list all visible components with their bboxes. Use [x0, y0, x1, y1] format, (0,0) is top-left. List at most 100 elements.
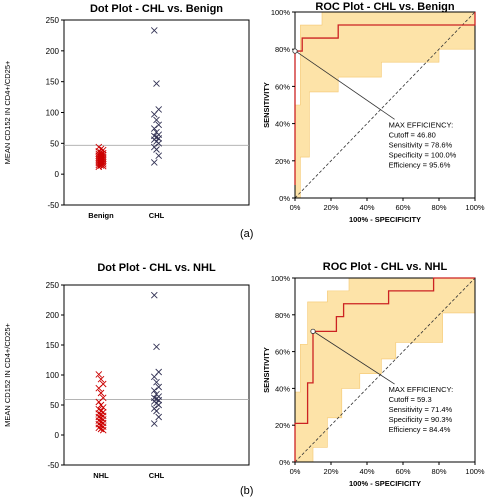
- roc-3-ytick-label: 80%: [275, 311, 290, 320]
- dotplot-0-point-chl: [153, 146, 160, 153]
- dotplot-0-ytick-label: 200: [46, 47, 60, 56]
- dotplot-2-point-nhl: [95, 371, 103, 378]
- roc-3-annotation-pointer: [314, 332, 395, 385]
- dotplot-2-category-label: NHL: [93, 471, 109, 480]
- roc-3-xtick-label: 60%: [395, 467, 410, 476]
- dotplot-2-point-nhl: [99, 404, 107, 411]
- dotplot-0-category-label: CHL: [149, 211, 165, 220]
- roc-3-ytick-label: 60%: [275, 348, 290, 357]
- dotplot-2-point-nhl: [95, 398, 103, 406]
- dotplot-2-ytick-label: 0: [55, 431, 60, 440]
- dotplot-2-point-chl: [155, 401, 163, 409]
- dotplot-0-point-chl: [155, 140, 163, 147]
- roc-3-annotation-line: Sensitivity = 71.4%: [389, 405, 453, 414]
- dotplot-2-ytick-label: 50: [50, 401, 59, 410]
- roc-3-xtick-label: 100%: [465, 467, 485, 476]
- roc-1-ytick-label: 80%: [275, 45, 290, 54]
- dotplot-2-point-chl: [150, 291, 158, 299]
- roc-1-xtick-label: 80%: [431, 203, 446, 212]
- roc-3-ytick-label: 100%: [271, 274, 291, 283]
- roc-3-ytick-label: 40%: [275, 384, 290, 393]
- dotplot-0-ytick-label: -50: [47, 201, 59, 210]
- dotplot-0-ylabel: MEAN CD152 IN CD4+/CD25+: [3, 60, 12, 164]
- dotplot-2-point-chl: [153, 378, 160, 386]
- dotplot-0-point-chl: [153, 80, 160, 87]
- dotplot-0-point-chl: [155, 121, 163, 129]
- roc-1-xtick-label: 0%: [290, 203, 301, 212]
- roc-3-xtick-label: 20%: [323, 467, 338, 476]
- roc-1-xtick-label: 40%: [359, 203, 374, 212]
- roc-3-max-efficiency-point: [310, 328, 316, 334]
- dotplot-0-ytick-label: 100: [46, 109, 60, 118]
- dotplot-2-point-chl: [155, 396, 163, 404]
- roc-3-ytick-label: 0%: [279, 458, 290, 467]
- roc-1-confidence-band: [294, 11, 476, 199]
- roc-3-ytick-label: 20%: [275, 421, 290, 430]
- dotplot-2-point-nhl: [99, 426, 107, 434]
- dotplot-2-ytick-label: 250: [46, 281, 60, 290]
- roc-1-ytick-label: 0%: [279, 194, 290, 203]
- dotplot-0-point-chl: [155, 152, 163, 159]
- dotplot-0-point-chl: [155, 135, 163, 142]
- roc-1-annotation-line: Specificity = 100.0%: [389, 150, 457, 159]
- roc-1-ytick-label: 20%: [275, 157, 290, 166]
- dotplot-2-point-chl: [150, 420, 158, 427]
- dotplot-0-point-chl: [150, 27, 158, 34]
- dotplot-0-point-chl: [153, 116, 160, 124]
- roc-1-chance-line: [294, 11, 476, 199]
- roc-3-confidence-band: [294, 277, 476, 463]
- dotplot-2-point-chl: [150, 387, 158, 394]
- dotplot-0-point-benign: [95, 163, 103, 171]
- dotplot-2-ytick-label: 200: [46, 311, 60, 320]
- roc-1-xlabel: 100% - SPECIFICITY: [349, 215, 421, 224]
- panel-label-a: (a): [240, 228, 254, 240]
- dotplot-0-point-chl: [150, 159, 158, 166]
- roc-1-max-efficiency-point: [292, 48, 298, 54]
- roc-3-annotation-line: Specificity = 90.3%: [389, 415, 453, 424]
- dotplot-2-point-nhl: [97, 389, 105, 397]
- roc-1-annotation-heading: MAX EFFICIENCY:: [389, 120, 454, 129]
- dotplot-0-ytick-label: 150: [46, 78, 60, 87]
- roc-3-ylabel: SENSITIVITY: [262, 347, 271, 393]
- roc-1-title: ROC Plot - CHL vs. Benign: [315, 1, 454, 13]
- dotplot-2-point-chl: [155, 413, 163, 421]
- dotplot-0-category-label: Benign: [88, 211, 114, 220]
- roc-3-frame: [294, 277, 476, 463]
- roc-1-xtick-label: 20%: [323, 203, 338, 212]
- dotplot-0-ytick-label: 0: [55, 170, 60, 179]
- dotplot-2-ytick-label: 100: [46, 371, 60, 380]
- dotplot-2-ylabel: MEAN CD152 IN CD4+/CD25+: [3, 322, 12, 426]
- roc-3-annotation-heading: MAX EFFICIENCY:: [389, 385, 454, 394]
- roc-3-xtick-label: 40%: [359, 467, 374, 476]
- roc-1-annotation-line: Sensitivity = 78.6%: [389, 140, 453, 149]
- roc-1-ylabel: SENSITIVITY: [262, 82, 271, 128]
- dotplot-2-point-chl: [155, 383, 163, 391]
- roc-3-xtick-label: 0%: [290, 467, 301, 476]
- dotplot-0-title: Dot Plot - CHL vs. Benign: [90, 3, 223, 15]
- roc-1-ytick-label: 40%: [275, 120, 290, 129]
- dotplot-0-point-chl: [150, 125, 158, 132]
- panel-label-b: (b): [240, 485, 254, 497]
- dotplot-2-ytick-label: 150: [46, 341, 60, 350]
- roc-1-xtick-label: 100%: [465, 203, 485, 212]
- roc-1-xtick-label: 60%: [395, 203, 410, 212]
- dotplot-0-point-benign: [95, 161, 103, 169]
- roc-3-annotation-line: Efficiency = 84.4%: [389, 425, 451, 434]
- roc-1-ytick-label: 60%: [275, 82, 290, 91]
- dotplot-2-ytick-label: -50: [47, 461, 59, 470]
- roc-3-annotation-line: Cutoff = 59.3: [389, 395, 432, 404]
- dotplot-2-point-nhl: [97, 375, 105, 383]
- dotplot-0-ytick-label: 250: [46, 16, 60, 25]
- roc-1-annotation-pointer: [296, 51, 395, 120]
- roc-3-xlabel: 100% - SPECIFICITY: [349, 479, 421, 488]
- dotplot-2-point-chl: [150, 373, 158, 381]
- dotplot-0-point-chl: [150, 111, 158, 118]
- roc-3-title: ROC Plot - CHL vs. NHL: [323, 261, 448, 273]
- dotplot-2-title: Dot Plot - CHL vs. NHL: [97, 262, 216, 274]
- roc-1-ytick-label: 100%: [271, 8, 291, 17]
- dotplot-0-ytick-label: 50: [50, 139, 59, 148]
- roc-3-chance-line: [294, 277, 476, 463]
- dotplot-2-point-nhl: [95, 384, 103, 392]
- roc-1-annotation-line: Cutoff = 46.80: [389, 130, 436, 139]
